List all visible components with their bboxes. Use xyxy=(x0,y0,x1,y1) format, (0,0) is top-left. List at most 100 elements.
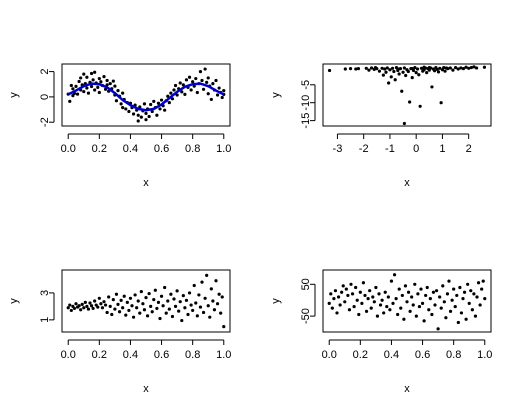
x-tick-label: 0.6 xyxy=(415,349,430,361)
data-point xyxy=(180,90,184,94)
data-point xyxy=(470,308,474,312)
data-point xyxy=(93,88,97,92)
data-point xyxy=(142,308,147,312)
data-point xyxy=(205,80,209,84)
data-point xyxy=(136,113,140,117)
data-point xyxy=(438,66,442,70)
data-point xyxy=(372,300,376,304)
y-tick-label: -10 xyxy=(300,95,312,111)
data-point xyxy=(431,290,436,294)
data-point xyxy=(374,285,378,290)
data-point xyxy=(75,92,80,96)
data-point xyxy=(110,312,114,317)
x-tick-label: 0.2 xyxy=(92,143,107,155)
data-point xyxy=(481,279,485,283)
data-point xyxy=(184,78,189,82)
data-point xyxy=(380,298,384,302)
data-point xyxy=(142,102,147,106)
data-point xyxy=(152,298,156,302)
data-point xyxy=(181,294,185,298)
data-point xyxy=(108,304,112,308)
data-point xyxy=(150,109,154,114)
data-point xyxy=(385,66,389,70)
data-point xyxy=(357,312,361,317)
data-point xyxy=(382,311,386,315)
data-point xyxy=(401,70,405,74)
data-point xyxy=(149,102,153,107)
data-point xyxy=(71,94,75,98)
data-point xyxy=(364,309,369,313)
data-point xyxy=(68,303,72,307)
x-axis-label: x xyxy=(143,383,149,395)
data-point xyxy=(327,68,332,73)
data-point xyxy=(472,65,476,69)
data-point xyxy=(220,295,224,299)
x-tick-label: 0.4 xyxy=(123,349,138,361)
data-point xyxy=(119,298,123,302)
data-point xyxy=(373,65,378,70)
data-point xyxy=(85,86,89,90)
data-point xyxy=(214,279,218,283)
x-tick-label: 2 xyxy=(466,143,472,155)
data-point xyxy=(438,295,442,299)
data-point xyxy=(433,303,437,307)
data-point xyxy=(219,311,223,315)
data-point xyxy=(122,294,126,298)
data-point xyxy=(410,76,414,80)
data-point xyxy=(108,82,112,86)
data-point xyxy=(121,91,125,95)
data-point xyxy=(74,84,78,88)
y-tick-label: -50 xyxy=(300,308,312,324)
data-point xyxy=(111,298,115,302)
plot-panel-1: 0.0 0.2 0.4 0.6 0.8 1.0 -2 0 2 x y xyxy=(8,63,231,189)
data-point xyxy=(85,75,89,79)
data-point xyxy=(85,304,89,308)
data-point xyxy=(139,115,143,119)
data-point xyxy=(474,66,479,70)
data-point xyxy=(208,315,212,319)
data-point xyxy=(384,70,388,74)
data-point xyxy=(91,78,95,82)
data-point xyxy=(82,72,86,76)
data-point xyxy=(100,306,105,310)
data-point xyxy=(166,299,170,303)
plot-panel-4: 0.0 0.2 0.4 0.6 0.8 1.0 -50 50 x y xyxy=(270,269,492,395)
data-point xyxy=(389,75,393,79)
plot-panel-2: -3 -2 -1 0 1 2-15-10-5xy xyxy=(270,63,492,189)
data-point xyxy=(77,79,81,84)
data-point xyxy=(131,112,136,116)
data-point xyxy=(170,97,175,101)
data-point xyxy=(461,297,465,301)
data-point xyxy=(394,297,398,301)
data-point xyxy=(164,311,168,315)
data-point xyxy=(167,100,171,105)
x-tick-label: 0.8 xyxy=(185,349,200,361)
data-point xyxy=(83,300,87,304)
y-tick-label: 3 xyxy=(39,290,51,296)
data-point xyxy=(215,302,220,306)
data-point xyxy=(364,66,368,70)
x-tick-label: -3 xyxy=(333,143,343,155)
data-point xyxy=(97,76,101,81)
data-point xyxy=(206,92,210,96)
x-tick-label: 0.4 xyxy=(123,143,138,155)
x-tick-label: -2 xyxy=(359,143,369,155)
data-point xyxy=(211,82,215,86)
data-point xyxy=(414,314,418,318)
data-point xyxy=(425,285,429,290)
data-point xyxy=(413,282,417,286)
data-point xyxy=(392,69,396,74)
data-point xyxy=(88,301,92,305)
data-point xyxy=(133,293,137,297)
data-point xyxy=(381,73,385,77)
data-point xyxy=(103,87,108,91)
data-point xyxy=(72,306,77,311)
data-point xyxy=(111,79,115,83)
data-point xyxy=(206,304,210,308)
data-point xyxy=(82,306,86,310)
data-point xyxy=(475,295,479,299)
data-point xyxy=(408,309,412,313)
data-point xyxy=(427,308,431,312)
data-point xyxy=(445,292,450,296)
data-point xyxy=(347,308,352,312)
